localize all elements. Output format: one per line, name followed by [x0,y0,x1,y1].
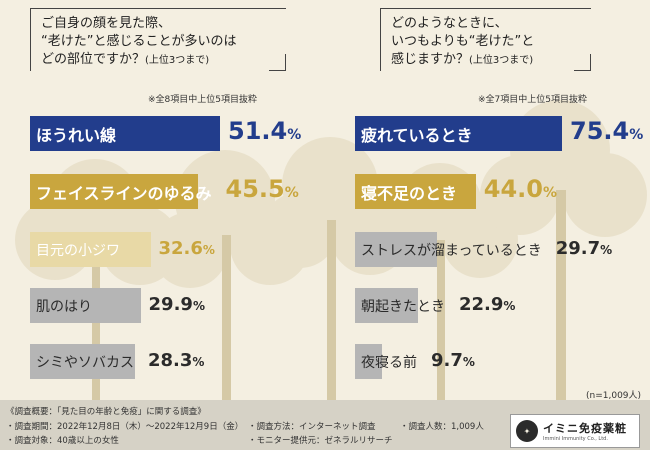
footer-method: ・調査方法：インターネット調査 [248,422,376,432]
chart1-bar-4: 肌のはり [30,288,141,323]
left-question-box: ご自身の顔を見た際、 “老けた”と感じることが多いのは どの部位ですか？(上位3… [30,8,286,71]
chart2-value-unit-1: % [629,127,644,143]
chart2-category-label-2: 寝不足のとき [361,183,458,203]
chart1-category-label-1: ほうれい線 [36,125,117,145]
right-question-corner [574,54,591,71]
chart1-value-number-3: 32.6 [158,238,203,259]
chart1-bar-5: シミやソバカス [30,344,135,379]
sample-size-note: (n=1,009人) [586,391,642,401]
chart1-bar-fill-4 [30,288,141,323]
chart2-category-label-1: 疲れているとき [361,125,473,145]
chart2-bar-5: 夜寝る前 [355,344,417,379]
chart2-value-number-2: 44.0 [483,175,543,203]
chart2-category-label-3: ストレスが溜まっているとき [361,242,542,259]
chart1-category-label-2: フェイスラインのゆるみ [36,183,212,203]
logo-sub: Immini Immunity Co., Ltd. [543,436,608,442]
chart1-value-number-2: 45.5 [225,175,285,203]
right-question-line-3-text: 感じますか？ [391,52,470,67]
chart1-bar-fill-5 [30,344,135,379]
chart2-bar-fill-1 [355,116,562,151]
footer-count: ・調査人数：1,009人 [400,422,484,432]
chart1-bar-3: 目元の小ジワ [30,232,151,267]
footer-target: ・調査対象：40歳以上の女性 [6,436,119,446]
left-question-note: ※全8項目中上位5項目抜粋 [148,95,257,105]
left-question-line-1: ご自身の顔を見た際、 [41,16,172,31]
right-question-suffix: (上位3つまで) [469,55,534,66]
left-question-corner [269,54,286,71]
right-question-note: ※全7項目中上位5項目抜粋 [478,95,587,105]
chart2-value-label-5: 9.7% [431,350,475,371]
chart1-value-number-5: 28.3 [148,350,193,371]
right-question-line-2: いつもよりも“老けた”と [391,34,535,49]
chart1-category-label-3: 目元の小ジワ [36,242,120,259]
chart2-value-unit-5: % [462,355,475,369]
chart2-value-label-4: 22.9% [459,294,515,315]
chart1-value-label-2: 45.5% [226,175,299,203]
chart2-bar-1: 疲れているとき [355,116,562,151]
logo-emblem-icon: ✦ [516,420,538,442]
chart1-value-number-4: 29.9 [148,294,193,315]
logo-name: イミニ免疫薬粧 [543,422,627,435]
chart2-category-label-4: 朝起きたとき [361,298,445,315]
chart1-value-unit-1: % [287,127,302,143]
chart2-bar-fill-4 [355,288,418,323]
right-question-box: どのようなときに、 いつもよりも“老けた”と 感じますか？(上位3つまで) [380,8,591,71]
chart1-bar-fill-2 [30,174,199,209]
chart1-value-unit-5: % [192,355,205,369]
chart1-value-label-1: 51.4% [228,117,301,145]
chart1-value-unit-2: % [284,185,299,201]
chart1-value-number-1: 51.4 [228,117,288,145]
chart2-value-number-4: 22.9 [459,294,504,315]
chart2-value-label-2: 44.0% [484,175,557,203]
footer-period: ・調査期間：2022年12月8日（木）〜2022年12月9日（金） [6,422,244,432]
chart2-bar-2: 寝不足のとき [355,174,476,209]
chart2-value-label-1: 75.4% [570,117,643,145]
chart2-value-number-1: 75.4 [570,117,630,145]
chart1-value-unit-4: % [192,299,205,313]
chart2-bar-fill-5 [355,344,382,379]
left-question-suffix: (上位3つまで) [145,55,210,66]
chart2-value-number-3: 29.7 [555,238,601,259]
chart2-value-number-5: 9.7 [431,350,463,371]
chart2-value-unit-4: % [503,299,516,313]
chart1-bar-fill-3 [30,232,151,267]
chart2-bar-fill-2 [355,174,476,209]
chart1-value-unit-3: % [202,243,215,257]
chart2-bar-3: ストレスが溜まっているとき [355,232,542,267]
chart1-bar-fill-1 [30,116,220,151]
footer-provider: ・モニター提供元：ゼネラルリサーチ [248,436,393,446]
chart1-value-label-4: 29.9% [149,294,205,315]
chart1-category-label-4: 肌のはり [36,298,92,315]
chart1-value-label-5: 28.3% [148,350,204,371]
company-logo: ✦ イミニ免疫薬粧 Immini Immunity Co., Ltd. [510,414,640,448]
footer-heading: 《調査概要：「見た目の年齢と免疫」に関する調査》 [6,407,206,417]
chart2-value-unit-3: % [600,243,613,257]
chart2-bar-fill-3 [355,232,437,267]
left-question-line-3-text: どの部位ですか？ [41,52,146,67]
chart1-value-label-3: 32.6% [159,238,215,259]
chart2-bar-4: 朝起きたとき [355,288,445,323]
chart1-category-label-5: シミやソバカス [36,354,134,371]
chart2-value-label-3: 29.7% [556,238,612,259]
chart2-value-unit-2: % [543,185,558,201]
right-question-line-1: どのようなときに、 [391,16,508,31]
chart1-bar-2: フェイスラインのゆるみ [30,174,212,209]
chart1-bar-1: ほうれい線 [30,116,220,151]
left-question-line-2: “老けた”と感じることが多いのは [41,34,237,49]
chart2-category-label-5: 夜寝る前 [361,354,417,371]
left-question-line-3: どの部位ですか？(上位3つまで) [41,51,286,70]
right-question-line-3: 感じますか？(上位3つまで) [391,51,591,70]
